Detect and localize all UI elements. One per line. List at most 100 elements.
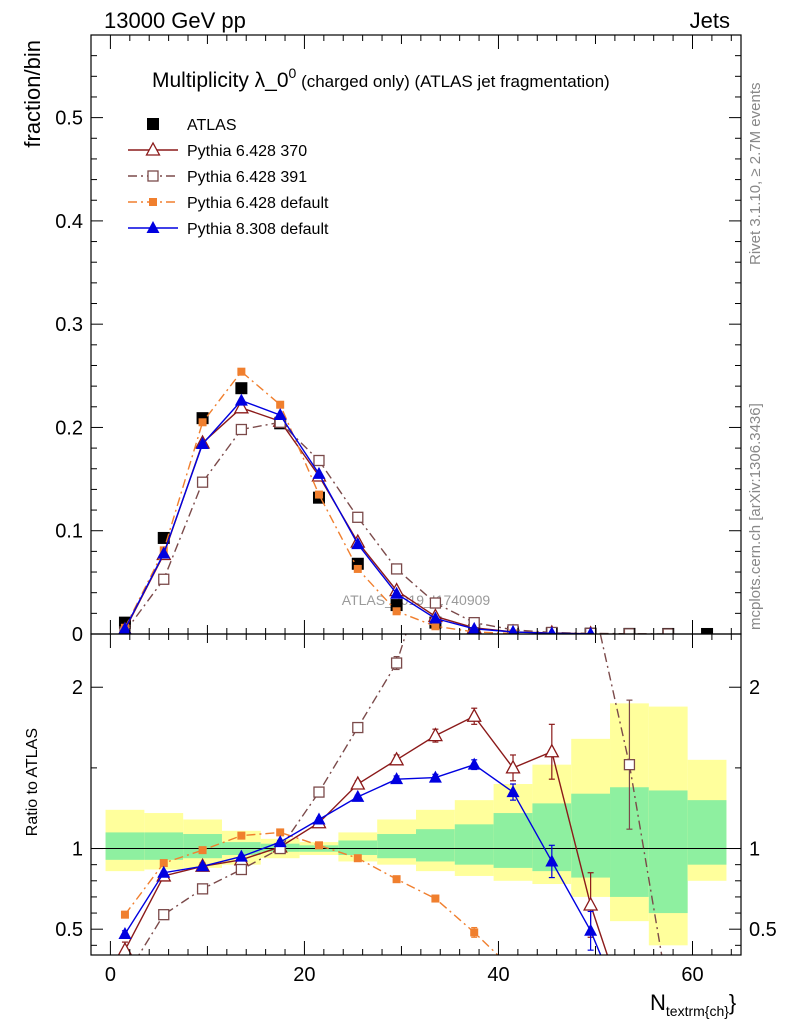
ratio-point-pythia-8-308-default: [312, 812, 326, 825]
ratio-point-pythia-8-308-default: [545, 854, 559, 867]
point-pythia-8-308-default: [118, 621, 132, 634]
ratio-point-pythia-6-428-default: [470, 928, 479, 937]
point-pythia-8-308-default: [234, 393, 248, 406]
point-pythia-6-428-391: [313, 454, 325, 467]
legend-marker-pythia-6-428-370: [145, 141, 161, 156]
main-ytick-label: 0.1: [55, 521, 83, 543]
main-ytick-label: 0.2: [55, 417, 83, 439]
point-pythia-6-428-default: [237, 367, 246, 376]
point-pythia-6-428-370: [233, 399, 249, 414]
point-pythia-6-428-default: [276, 400, 285, 409]
point-pythia-6-428-default: [431, 622, 440, 631]
main-ytick-label: 0.4: [55, 211, 83, 233]
point-pythia-6-428-391: [429, 597, 442, 609]
main-plot-layer: [118, 367, 714, 634]
chart-title-sup: 0: [289, 65, 297, 81]
ratio-bands: [91, 703, 741, 946]
point-pythia-8-308-default: [547, 626, 556, 634]
band-green: [105, 832, 145, 860]
x-axis-label-sub: textrm{ch}: [666, 1003, 729, 1019]
chart-title-main: Multiplicity λ_0: [152, 69, 289, 92]
point-pythia-8-308-default: [351, 537, 365, 550]
ratio-point-pythia-6-428-default: [392, 875, 401, 884]
ratio-point-pythia-8-308-default: [234, 849, 248, 862]
ratio-point-pythia-6-428-391: [235, 863, 248, 876]
watermark: ATLAS_2019_I1740909: [342, 592, 491, 608]
ratio-point-pythia-6-428-391: [313, 786, 325, 798]
point-pythia-8-308-default: [196, 436, 210, 449]
legend-marker-atlas: [147, 118, 159, 130]
ratio-point-pythia-6-428-391: [390, 657, 403, 669]
ratio-point-pythia-6-428-default: [159, 859, 168, 868]
side-label-lower: mcplots.cern.ch [arXiv:1306.3436]: [747, 403, 764, 630]
legend-marker-pythia-6-428-default: [149, 198, 157, 206]
legend-label-pythia-6-428-391: Pythia 6.428 391: [187, 169, 307, 186]
ratio-point-pythia-6-428-391: [623, 759, 636, 771]
band-green: [571, 793, 611, 878]
band-green: [687, 800, 727, 865]
point-pythia-6-428-391: [390, 563, 403, 575]
series-line-pythia-6-428-default: [124, 370, 514, 634]
ratio-point-pythia-6-428-default: [120, 910, 129, 919]
band-green: [183, 834, 222, 859]
legend-label-atlas: ATLAS: [187, 117, 237, 134]
ratio-point-pythia-6-428-391: [158, 909, 170, 921]
ratio-point-pythia-8-308-default: [196, 859, 210, 872]
ratio-point-pythia-6-428-default: [276, 828, 285, 837]
ratio-point-pythia-6-428-default: [353, 854, 362, 863]
band-green: [454, 824, 494, 865]
ratio-xtick-label: 20: [293, 964, 315, 986]
point-pythia-6-428-391: [352, 511, 364, 523]
ratio-line-pythia-8-308-default: [124, 763, 602, 955]
point-pythia-6-428-default: [353, 564, 362, 573]
legend-label-pythia-8-308-default: Pythia 8.308 default: [187, 221, 329, 238]
ratio-point-pythia-8-308-default: [467, 757, 481, 770]
ratio-frame: [90, 633, 742, 956]
point-pythia-8-308-default: [586, 626, 595, 634]
x-axis-label-tail: }: [729, 990, 736, 1015]
header-left: 13000 GeV pp: [104, 8, 246, 33]
ratio-point-pythia-6-428-default: [314, 841, 323, 850]
point-pythia-8-308-default: [157, 546, 171, 559]
ratio-ytick-label-right: 0.5: [749, 919, 777, 941]
main-ytick-label: 0: [72, 624, 83, 646]
ratio-point-pythia-6-428-370: [583, 896, 599, 911]
point-pythia-6-428-default: [314, 490, 323, 499]
legend-marker-pythia-6-428-391: [147, 170, 159, 182]
x-axis-label-main: N: [650, 990, 666, 1015]
ratio-point-pythia-6-428-370: [350, 775, 366, 790]
chart-title-rest: (charged only) (ATLAS jet fragmentation): [296, 72, 609, 91]
legend-marker-pythia-8-308-default: [146, 221, 160, 233]
ratio-point-pythia-8-308-default: [506, 785, 520, 798]
point-pythia-8-308-default: [273, 408, 287, 421]
point-pythia-8-308-default: [312, 466, 326, 479]
legend: ATLAS Pythia 6.428 370 Pythia 6.428 391 Pyt…: [128, 117, 329, 238]
ratio-point-pythia-6-428-370: [427, 727, 443, 742]
ratio-point-pythia-6-428-default: [237, 831, 246, 840]
ratio-point-pythia-8-308-default: [118, 927, 132, 940]
band-green: [338, 840, 378, 855]
main-ytick-label: 0.5: [55, 108, 83, 130]
ratio-plot-layer: [117, 634, 663, 955]
ratio-point-pythia-6-428-391: [352, 721, 364, 734]
ratio-xtick-label: 40: [487, 964, 509, 986]
axes-layer: 0 0.1 0.2 0.3 0.4 0.5 0 20 40 60 0.5 0.5 1 1 2 2: [55, 34, 777, 986]
band-green: [493, 813, 533, 868]
x-axis-label: Ntextrm{ch}}: [650, 990, 736, 1019]
ratio-point-pythia-8-308-default: [351, 789, 365, 802]
ratio-point-pythia-6-428-370: [117, 941, 133, 955]
legend-label-pythia-6-428-370: Pythia 6.428 370: [187, 143, 307, 160]
ratio-point-pythia-6-428-default: [198, 846, 207, 855]
point-pythia-6-428-391: [196, 476, 209, 488]
point-pythia-6-428-391: [235, 423, 248, 436]
band-green: [144, 832, 184, 860]
ratio-point-pythia-8-308-default: [273, 835, 287, 848]
point-pythia-8-308-default: [390, 586, 404, 599]
ratio-point-pythia-8-308-default: [584, 923, 598, 936]
ratio-xtick-label: 60: [681, 964, 703, 986]
ratio-xtick-label: 0: [105, 964, 116, 986]
band-green: [648, 790, 688, 914]
ratio-ytick-label-right: 2: [749, 677, 760, 699]
point-pythia-6-428-default: [392, 607, 401, 616]
